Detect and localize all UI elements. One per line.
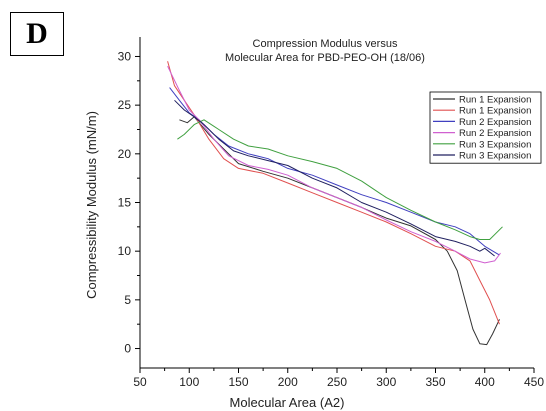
y-tick-label: 15 [118,196,132,210]
x-tick-label: 100 [179,375,199,389]
y-tick-label: 30 [118,49,132,63]
x-tick-label: 250 [327,375,347,389]
y-tick-label: 0 [124,342,131,356]
x-tick-label: 50 [133,375,147,389]
chart-title: Compression Modulus versus [253,38,398,50]
x-tick-label: 150 [228,375,248,389]
chart-subtitle: Molecular Area for PBD-PEO-OH (18/06) [225,52,425,64]
y-axis-label: Compressibility Modulus (mN/m) [84,111,99,299]
legend-entry: Run 3 Expansion [459,151,531,162]
tick-labels: 50 100 150 200 250 300 350 400 450 0 5 10 15 20 25 30 [118,49,545,389]
y-tick-label: 25 [118,98,132,112]
x-axis-label: Molecular Area (A2) [230,395,345,410]
legend-entry: Run 2 Expansion [459,117,531,128]
legend-entry: Run 3 Expansion [459,139,531,150]
y-tick-label: 20 [118,147,132,161]
x-tick-label: 350 [425,375,445,389]
x-tick-label: 300 [376,375,396,389]
legend-entry: Run 1 Expansion [459,95,531,106]
x-tick-label: 200 [278,375,298,389]
legend-entry: Run 2 Expansion [459,128,531,139]
axes [135,37,535,373]
y-tick-label: 10 [118,244,132,258]
x-tick-label: 400 [475,375,495,389]
legend-box [429,91,542,164]
x-tick-label: 450 [524,375,544,389]
series-lines [167,61,503,346]
series-line-6 [174,99,495,257]
legend-entry: Run 1 Expansion [459,106,531,117]
y-tick-label: 5 [124,293,131,307]
panel-label: D [10,12,64,56]
series-line-5 [177,119,503,240]
